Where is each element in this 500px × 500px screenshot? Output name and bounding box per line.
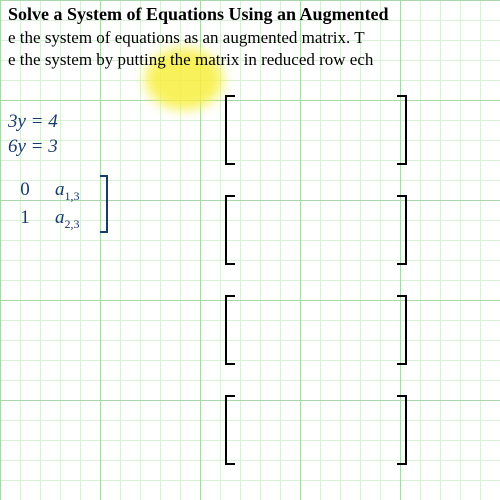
empty-matrix-2 [225,195,407,265]
empty-matrix-4 [225,395,407,465]
bracket-right-icon [397,395,407,465]
bracket-left-icon [225,195,235,265]
bracket-left-icon [225,95,235,165]
content-area: Solve a System of Equations Using an Aug… [0,0,500,71]
empty-matrix-3 [225,295,407,365]
bracket-left-icon [225,395,235,465]
slide-title: Solve a System of Equations Using an Aug… [0,0,500,27]
working-brackets-area [0,0,500,500]
instruction-line-2: e the system by putting the matrix in re… [0,49,500,71]
bracket-right-icon [397,95,407,165]
bracket-right-icon [397,195,407,265]
bracket-right-icon [397,295,407,365]
empty-matrix-1 [225,95,407,165]
bracket-left-icon [225,295,235,365]
instruction-line-1: e the system of equations as an augmente… [0,27,500,49]
